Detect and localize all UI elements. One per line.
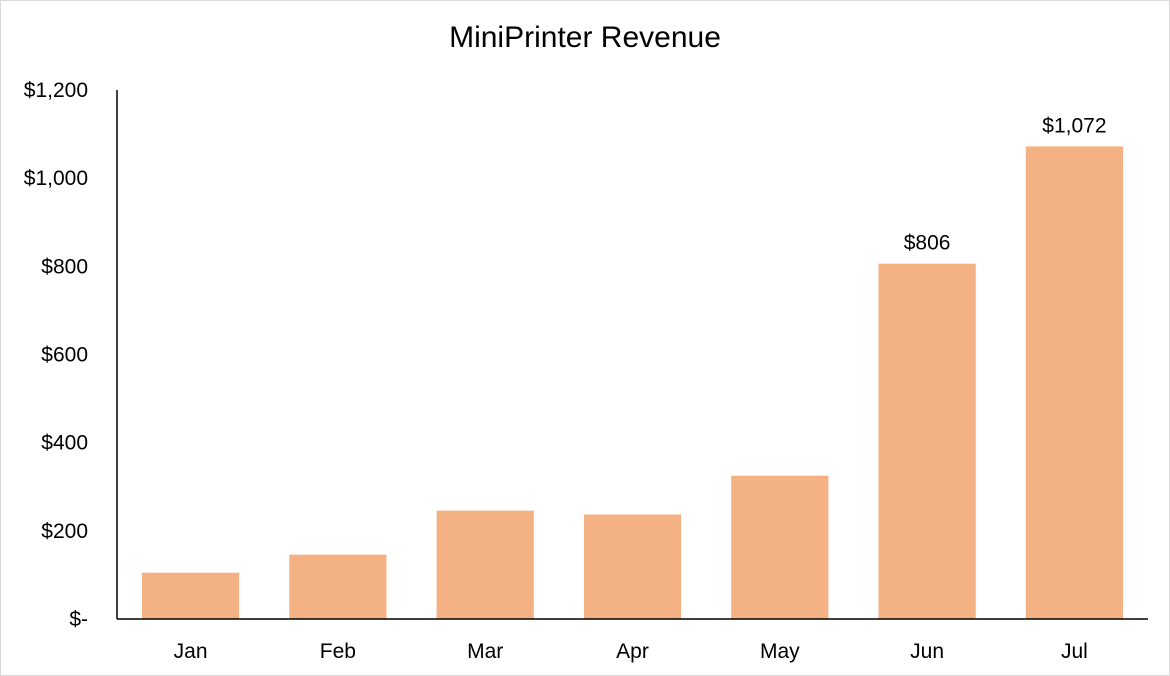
y-tick-label: $800 [41,255,88,278]
bar-jan [142,572,240,619]
y-tick-label: $600 [41,344,88,367]
bar-may [731,475,829,619]
y-tick-label: $1,200 [24,79,88,102]
bar-jun [878,263,976,619]
x-tick-label: Jun [910,640,944,663]
bar-feb [289,554,387,619]
x-tick-label: Apr [616,640,649,663]
y-tick-label: $400 [41,432,88,455]
bar-jul [1025,146,1123,619]
y-tick-label: $200 [41,520,88,543]
chart-title: MiniPrinter Revenue [449,21,721,54]
x-tick-label: May [760,640,800,663]
x-tick-label: Mar [467,640,503,663]
x-tick-label: Jan [174,640,208,663]
x-tick-label: Jul [1061,640,1088,663]
bar-mar [436,510,534,619]
data-label: $1,072 [1042,114,1106,137]
x-tick-label: Feb [320,640,356,663]
data-label: $806 [904,232,951,255]
y-tick-label: $- [69,608,88,631]
y-tick-label: $1,000 [24,167,88,190]
bar-apr [583,514,682,619]
